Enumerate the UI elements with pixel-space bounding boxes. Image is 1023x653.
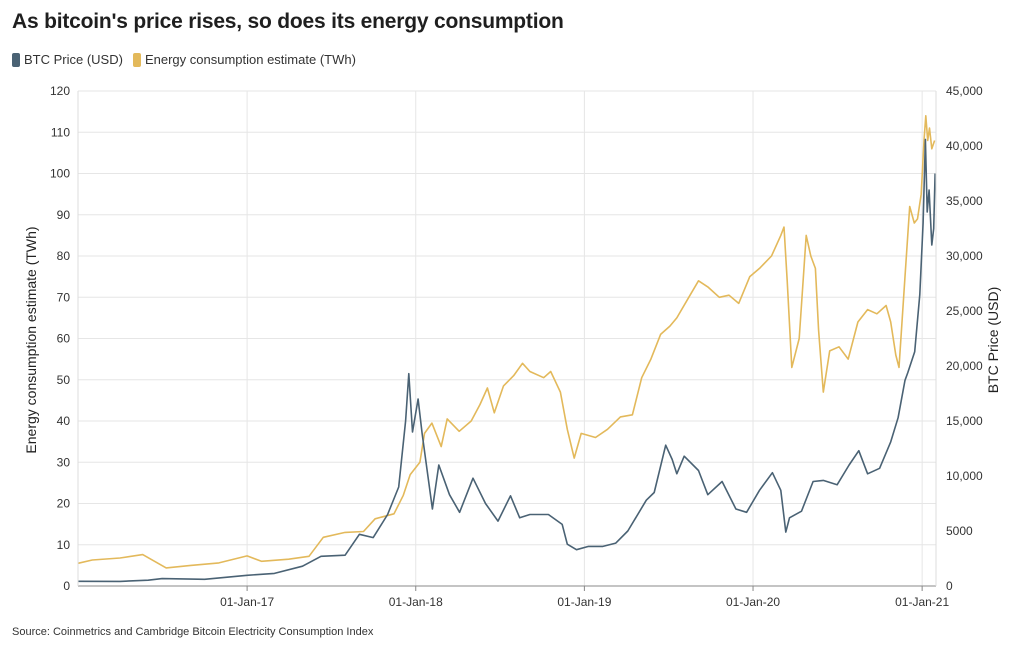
chart-title: As bitcoin's price rises, so does its en…	[12, 10, 564, 33]
y-right-tick-label: 45,000	[946, 84, 983, 98]
y-axis-right-title: BTC Price (USD)	[985, 287, 1001, 394]
source-note: Source: Coinmetrics and Cambridge Bitcoi…	[12, 626, 374, 638]
legend-label-btc-price: BTC Price (USD)	[24, 52, 123, 67]
y-left-tick-label: 60	[57, 332, 71, 346]
y-left-tick-label: 50	[57, 373, 71, 387]
chart-legend: BTC Price (USD) Energy consumption estim…	[12, 52, 366, 67]
y-left-tick-label: 40	[57, 414, 71, 428]
y-right-tick-label: 40,000	[946, 139, 983, 153]
legend-item-btc-price[interactable]: BTC Price (USD)	[12, 52, 123, 67]
y-right-tick-label: 5000	[946, 524, 973, 538]
y-right-tick-label: 15,000	[946, 414, 983, 428]
y-right-tick-label: 25,000	[946, 304, 983, 318]
y-right-tick-label: 10,000	[946, 469, 983, 483]
y-left-tick-label: 110	[51, 125, 70, 139]
series-line-btc-price	[77, 138, 936, 583]
legend-label-energy: Energy consumption estimate (TWh)	[144, 52, 356, 67]
x-tick-label: 01-Jan-21	[895, 595, 949, 609]
y-left-tick-label: 120	[50, 84, 70, 98]
chart-series	[77, 115, 936, 583]
chart-gridlines	[78, 90, 936, 587]
legend-swatch-btc-price	[12, 52, 20, 67]
y-left-tick-label: 20	[57, 497, 71, 511]
x-tick-label: 01-Jan-19	[557, 595, 611, 609]
y-right-tick-label: 0	[946, 579, 953, 593]
x-tick-label: 01-Jan-18	[389, 595, 443, 609]
legend-item-energy[interactable]: Energy consumption estimate (TWh)	[132, 52, 356, 67]
y-left-tick-label: 10	[57, 538, 71, 552]
x-tick-label: 01-Jan-20	[726, 595, 780, 609]
y-axis-left-title: Energy consumption estimate (TWh)	[23, 226, 39, 453]
y-left-tick-label: 70	[57, 290, 71, 304]
y-left-tick-label: 100	[50, 167, 70, 181]
x-tick-label: 01-Jan-17	[220, 595, 274, 609]
y-left-tick-label: 80	[57, 249, 71, 263]
series-line-energy-consumption	[77, 115, 936, 569]
y-left-tick-label: 30	[57, 455, 71, 469]
y-right-tick-label: 30,000	[946, 249, 983, 263]
y-right-tick-label: 20,000	[946, 359, 983, 373]
y-left-tick-label: 90	[57, 208, 71, 222]
y-left-tick-label: 0	[63, 579, 70, 593]
chart-axes: 0 10 20 30 40 50 60 70 80 90 100 110 120 0 5000 10,000 1…	[50, 84, 983, 609]
legend-swatch-energy	[132, 52, 141, 67]
dual-axis-line-chart: 0 10 20 30 40 50 60 70 80 90 100 110 120 0 5000 10,000 1…	[23, 84, 1001, 609]
y-right-tick-label: 35,000	[946, 194, 983, 208]
